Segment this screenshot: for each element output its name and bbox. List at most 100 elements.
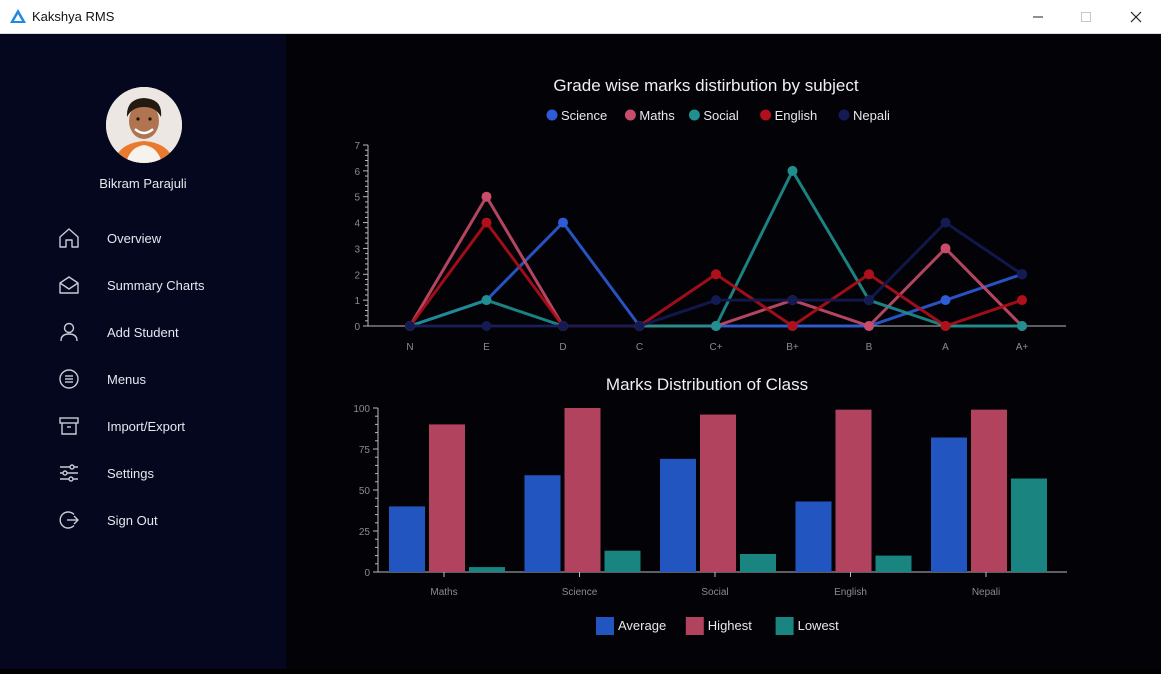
bar-lowest [1011,478,1047,572]
y-tick-label: 0 [364,568,370,579]
y-tick-label: 2 [354,270,360,281]
legend-marker [688,109,700,121]
archive-icon [56,413,82,439]
app-logo-icon [10,9,26,23]
legend-marker [685,617,704,635]
y-tick-label: 5 [354,193,360,204]
maximize-button[interactable] [1063,0,1109,33]
data-point-nepali [864,295,874,306]
envelope-icon [56,272,82,298]
x-tick-label: E [483,342,490,353]
legend-label: Maths [639,108,675,123]
nav-item-label: Settings [107,465,154,481]
nav-item-label: Import/Export [107,418,186,434]
data-point-nepali [558,321,568,331]
legend-label: Average [618,618,666,633]
data-point-maths [481,191,492,202]
x-tick-label: B [866,342,873,353]
close-icon [1130,11,1142,22]
x-tick-label: A [942,342,949,353]
main-content: Grade wise marks distirbution by subject… [286,34,1161,669]
bar-average [660,458,696,572]
y-tick-label: 100 [353,404,370,415]
data-point-social [787,165,798,176]
minimize-icon [1033,16,1043,17]
sliders-icon [56,460,82,486]
data-point-nepali [940,217,951,228]
y-tick-label: 50 [359,486,371,497]
x-tick-label: C [636,342,643,353]
y-tick-label: 6 [354,167,360,178]
nav-item-label: Summary Charts [107,277,205,293]
legend-marker [760,109,772,121]
nav-item-sign-out[interactable]: Sign Out [56,505,266,535]
legend-marker [775,617,794,635]
data-point-maths [864,321,874,331]
legend-marker [546,109,558,121]
bar-average [931,437,967,572]
data-point-nepali [634,321,645,331]
x-tick-label: N [406,342,413,353]
nav-item-add-student[interactable]: Add Student [56,317,266,347]
x-tick-label: Social [701,587,728,598]
bar-lowest [875,555,912,572]
nav-item-menus[interactable]: Menus [56,364,266,394]
data-point-nepali [711,295,721,306]
data-point-science [558,217,568,228]
sidebar: Bikram Parajuli Overview Summary Charts … [0,34,286,669]
nav-item-label: Menus [107,371,147,387]
bar-highest [700,414,736,572]
nav-item-label: Overview [107,230,162,246]
y-tick-label: 3 [354,244,360,255]
legend-marker [624,109,636,121]
legend-label: Lowest [798,618,840,633]
data-point-english [787,321,798,331]
bar-average [389,506,425,572]
maximize-icon [1081,11,1091,22]
legend-label: English [775,108,818,123]
legend-label: Nepali [853,108,890,123]
y-tick-label: 1 [354,296,360,307]
y-tick-label: 7 [354,141,360,152]
window-title: Kakshya RMS [32,9,115,24]
data-point-english [940,321,951,331]
nav-item-import-export[interactable]: Import/Export [56,411,266,441]
y-tick-label: 25 [359,527,371,538]
nav-item-summary-charts[interactable]: Summary Charts [56,270,266,300]
bar-lowest [469,567,505,572]
x-tick-label: Maths [430,587,457,598]
y-tick-label: 75 [359,445,371,456]
bar-highest [835,409,872,572]
minimize-button[interactable] [1015,0,1061,33]
data-point-maths [940,243,951,254]
x-tick-label: D [559,342,566,353]
sign-out-icon [56,507,82,533]
legend-label: Highest [708,618,752,633]
user-icon [56,319,82,345]
y-tick-label: 0 [354,322,360,333]
x-tick-label: C+ [709,342,722,353]
line-chart-title: Grade wise marks distirbution by subject [553,76,858,95]
avatar[interactable] [106,87,182,163]
data-point-social [481,295,492,306]
menu-circle-icon [56,366,82,392]
legend-label: Social [703,108,739,123]
legend-marker [838,109,850,121]
data-point-science [940,295,951,306]
nav-item-overview[interactable]: Overview [56,223,266,253]
x-tick-label: Nepali [972,587,1000,598]
data-point-english [711,269,721,280]
data-point-english [1017,295,1027,306]
data-point-nepali [405,321,415,331]
nav-item-settings[interactable]: Settings [56,458,266,488]
y-tick-label: 4 [354,219,360,230]
bar-highest [971,409,1007,572]
legend-marker [596,617,614,635]
x-tick-label: A+ [1016,342,1029,353]
bar-average [795,501,832,572]
nav-item-label: Sign Out [107,512,158,528]
title-bar[interactable]: Kakshya RMS [0,0,1161,34]
data-point-nepali [787,295,798,306]
close-button[interactable] [1113,0,1159,33]
